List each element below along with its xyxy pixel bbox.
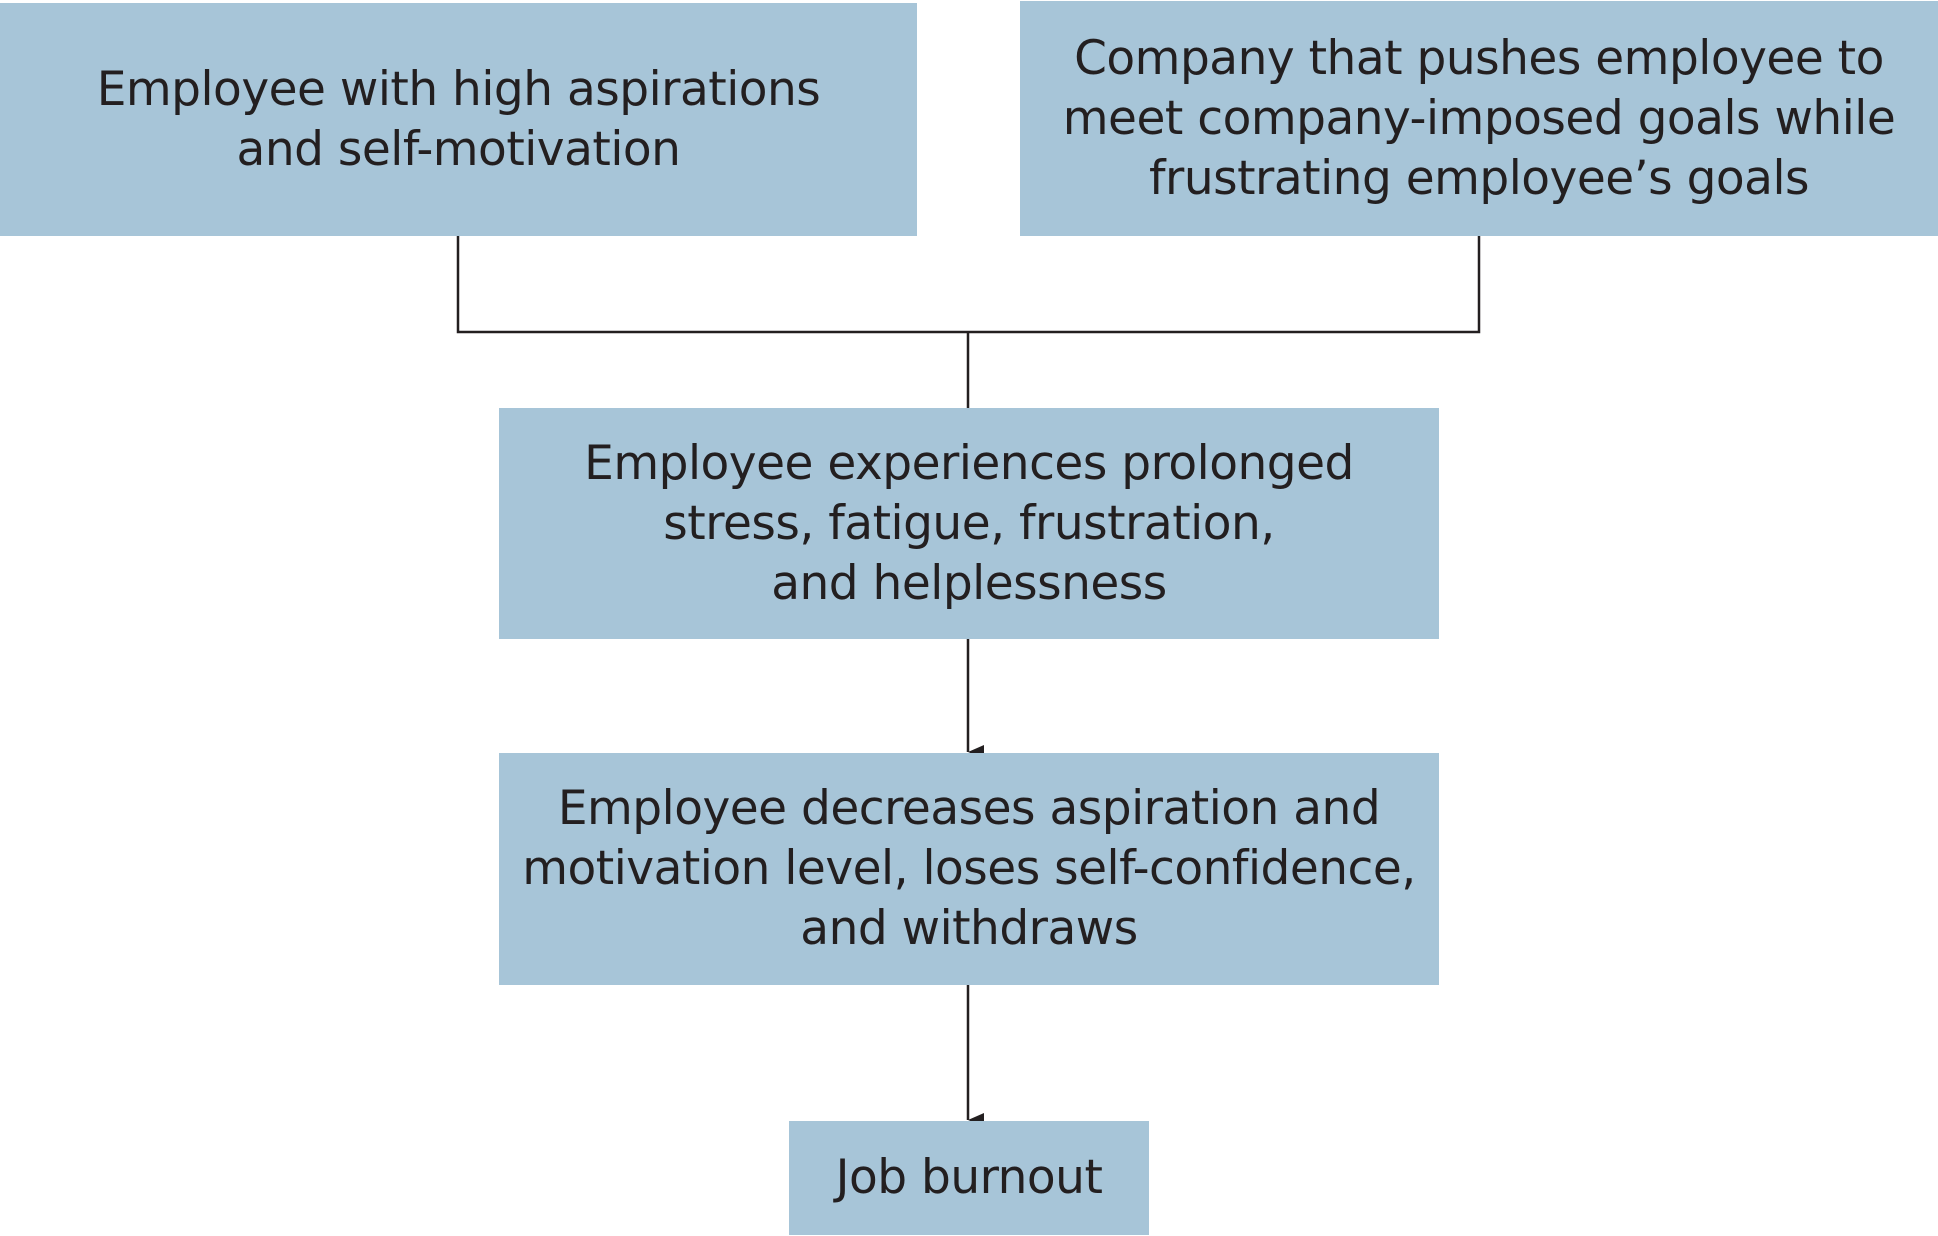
node-job-burnout: Job burnout (789, 1121, 1149, 1235)
connector-left-branch (456, 236, 968, 334)
node-employee-aspirations: Employee with high aspirations and self-… (0, 3, 917, 236)
connector-right-branch (968, 236, 1481, 334)
node-decreased-motivation: Employee decreases aspiration and motiva… (499, 753, 1439, 985)
node-decreased-motivation-label: Employee decreases aspiration and motiva… (522, 781, 1416, 956)
node-prolonged-stress-label: Employee experiences prolonged stress, f… (584, 435, 1354, 611)
node-company-pressure-label: Company that pushes employee to meet com… (1062, 30, 1896, 206)
node-job-burnout-label: Job burnout (835, 1150, 1103, 1205)
node-prolonged-stress: Employee experiences prolonged stress, f… (499, 408, 1439, 639)
node-employee-aspirations-label: Employee with high aspirations and self-… (96, 61, 821, 177)
node-company-pressure: Company that pushes employee to meet com… (1020, 1, 1938, 236)
